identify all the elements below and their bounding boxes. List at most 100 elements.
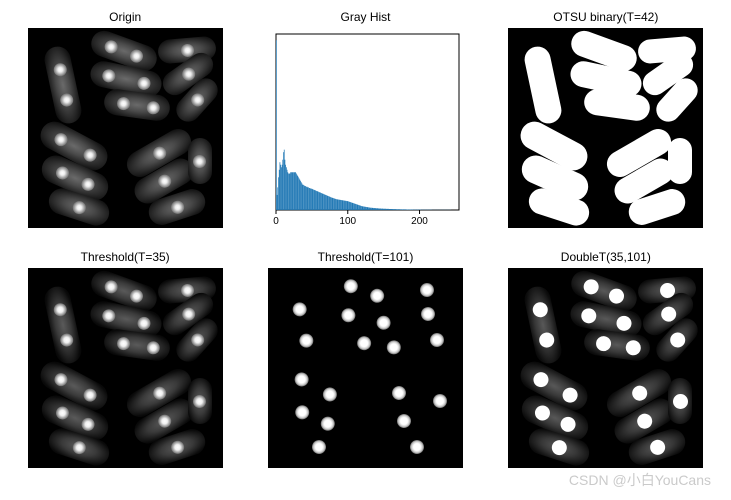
cell-spot [81, 146, 99, 164]
cell-spot [625, 339, 642, 356]
cell-spot [53, 164, 70, 181]
cell-spot [168, 199, 184, 215]
cell-shape [282, 284, 324, 366]
cell-spot [596, 335, 613, 352]
cell-spot [427, 330, 447, 350]
cell-spot [550, 438, 569, 457]
cell-shape [668, 378, 692, 424]
img-origin [28, 28, 223, 228]
cell-spot [52, 130, 70, 148]
cell-shape [42, 44, 84, 126]
cell-spot [146, 100, 161, 115]
cell-spot [342, 277, 360, 295]
cell-spot [558, 414, 578, 434]
panel-thresh35: Threshold(T=35) [20, 250, 230, 480]
cell-spot [193, 395, 206, 408]
cell-spot [531, 369, 551, 389]
cell-spot [52, 370, 70, 388]
cell-spot [533, 402, 553, 422]
title-origin: Origin [109, 10, 141, 24]
cell-shape [668, 138, 692, 184]
cell-spot [116, 96, 131, 111]
cell-spot [658, 304, 679, 325]
cell-spot [340, 307, 357, 324]
cell-spot [100, 308, 115, 323]
cell-spot [128, 287, 145, 304]
panel-origin: Origin [20, 10, 230, 240]
cell-spot [52, 62, 67, 77]
cell-spot [150, 144, 168, 162]
cell-spot [394, 411, 413, 430]
cell-spot [187, 331, 205, 349]
cell-spot [310, 438, 328, 456]
cell-spot [79, 175, 96, 192]
cell-spot [408, 438, 426, 456]
img-otsu [508, 28, 703, 228]
cell-spot [667, 329, 688, 350]
cell-spot [52, 302, 67, 317]
cell-spot [582, 277, 601, 296]
cell-spot [298, 332, 315, 349]
cell-spot [531, 301, 549, 319]
cell-shape [342, 328, 411, 363]
cell-spot [193, 155, 206, 168]
cell-spot [128, 47, 145, 64]
cell-spot [136, 75, 151, 90]
panel-doublet: DoubleT(35,101) [501, 250, 711, 480]
cell-spot [389, 383, 408, 402]
cell-spot [319, 414, 337, 432]
panel-hist: Gray Hist 0100200 [260, 10, 470, 240]
cell-shape [522, 284, 564, 366]
cell-shape [188, 378, 212, 424]
panel-otsu: OTSU binary(T=42) [501, 10, 711, 240]
cell-spot [634, 411, 654, 431]
cell-spot [433, 394, 447, 408]
img-thresh35 [28, 268, 223, 468]
cell-shape [188, 138, 212, 184]
cell-spot [155, 172, 173, 190]
title-thresh101: Threshold(T=101) [318, 250, 414, 264]
cell-shape [522, 44, 564, 126]
cell-shape [428, 378, 452, 424]
cell-spot [320, 385, 339, 404]
histogram-svg: 0100200 [268, 28, 463, 228]
cell-spot [293, 403, 311, 421]
cell-spot [103, 278, 120, 295]
cell-spot [180, 283, 194, 297]
cell-spot [368, 287, 386, 305]
cell-spot [187, 91, 205, 109]
cell-spot [629, 383, 649, 403]
cell-spot [418, 304, 437, 323]
cell-spot [607, 286, 626, 305]
cell-spot [180, 43, 194, 57]
title-thresh35: Threshold(T=35) [81, 250, 170, 264]
cell-spot [615, 314, 633, 332]
cell-spot [70, 199, 86, 215]
svg-text:200: 200 [411, 216, 428, 227]
cell-spot [168, 439, 184, 455]
figure-grid: Origin Gray Hist 0100200 OTSU binary(T=4… [0, 0, 731, 500]
cell-spot [648, 438, 667, 457]
cell-spot [70, 439, 86, 455]
cell-spot [58, 93, 73, 108]
cell-spot [179, 65, 197, 83]
cell-spot [673, 394, 688, 409]
cell-spot [53, 404, 70, 421]
cell-shape [102, 88, 171, 123]
cell-spot [292, 370, 311, 389]
cell-spot [100, 68, 115, 83]
cell-spot [155, 412, 173, 430]
cell-spot [146, 340, 161, 355]
cell-shape [583, 88, 652, 123]
img-doublet [508, 268, 703, 468]
cell-spot [356, 335, 372, 351]
title-doublet: DoubleT(35,101) [561, 250, 651, 264]
panel-thresh101: Threshold(T=101) [260, 250, 470, 480]
cell-spot [538, 331, 556, 349]
cell-spot [179, 305, 197, 323]
cell-spot [103, 38, 120, 55]
title-otsu: OTSU binary(T=42) [553, 10, 658, 24]
cell-spot [580, 306, 598, 324]
svg-text:100: 100 [339, 216, 356, 227]
cell-spot [116, 336, 131, 351]
